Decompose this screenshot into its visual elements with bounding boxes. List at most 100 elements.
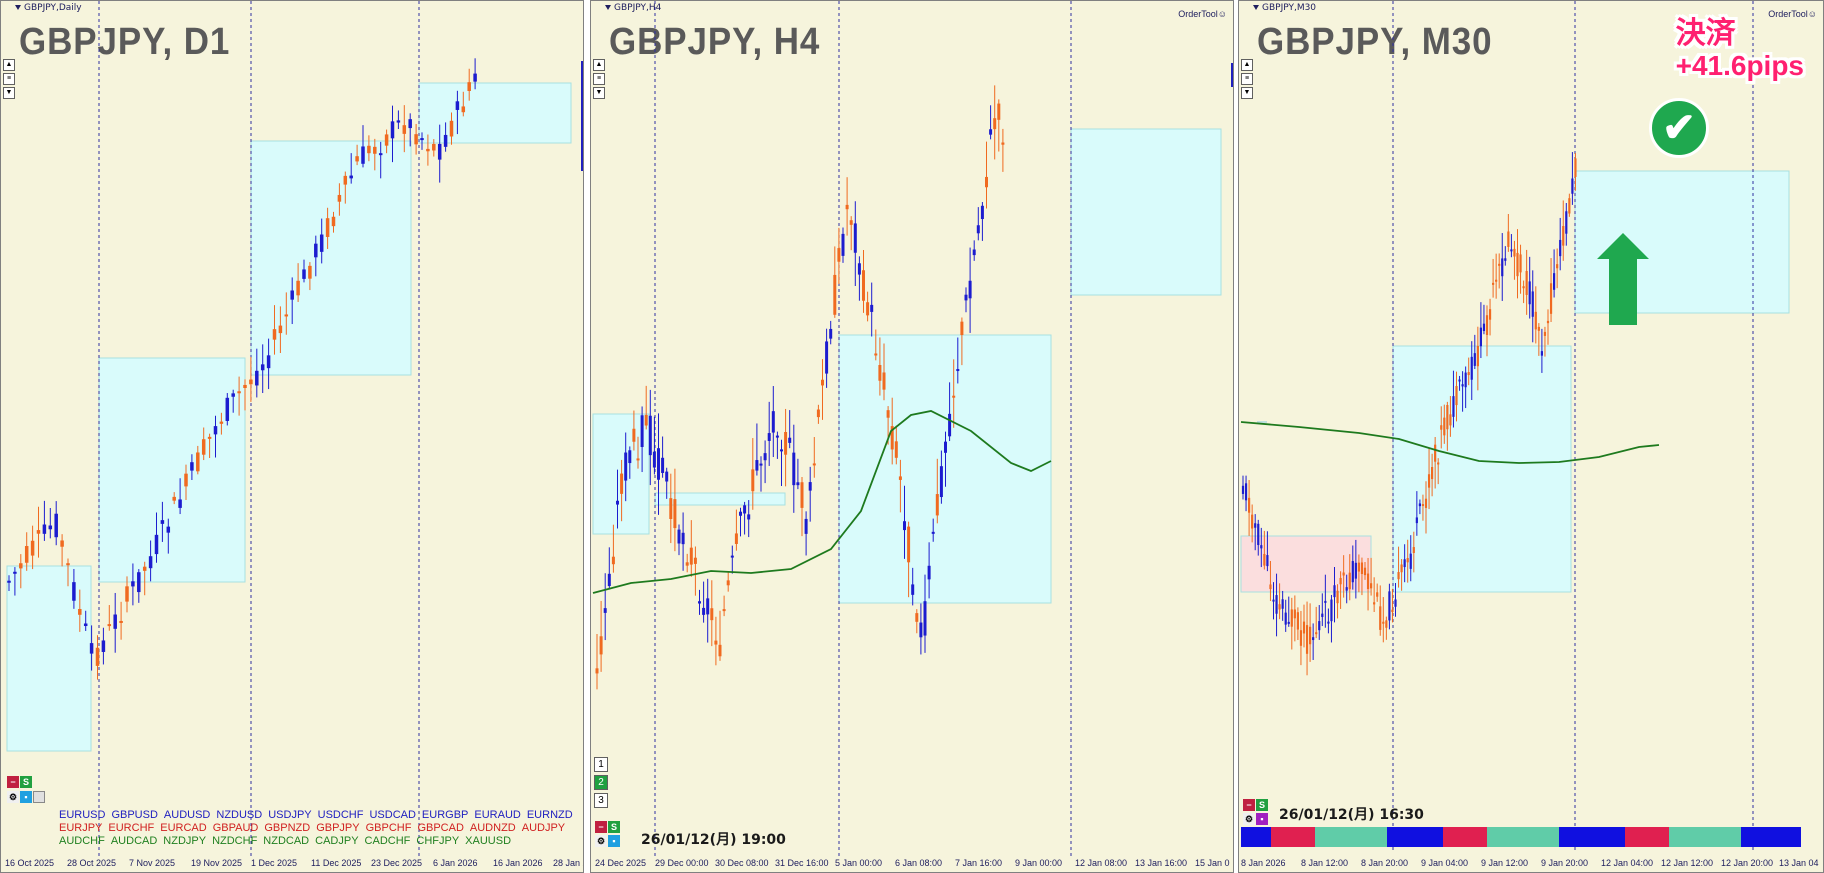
tool-buttons[interactable]: − S (1243, 799, 1268, 811)
tool-buttons-2[interactable]: ⚙ ▪ (1243, 813, 1268, 825)
candle-body (632, 428, 636, 442)
pair-link[interactable]: USDCAD (369, 809, 416, 821)
candle-body (829, 328, 833, 339)
minus-button[interactable]: − (7, 776, 19, 788)
chart-window-m30[interactable]: GBPJPY,M30 GBPJPY, M30 OrderTool☺ ▲ ≡ ▼ … (1238, 0, 1824, 873)
tool-buttons-2[interactable]: ⚙ ▪ (7, 791, 45, 803)
pair-link[interactable]: EURUSD (59, 809, 106, 821)
candle-body (808, 482, 812, 491)
pair-link[interactable]: GBPNZD (264, 822, 311, 834)
chart-scroll-controls[interactable]: ▲ ≡ ▼ (593, 59, 605, 101)
candle-body (125, 586, 129, 602)
pair-link[interactable]: NZDUSD (216, 809, 263, 821)
order-tool-label[interactable]: OrderTool☺ (1178, 9, 1227, 19)
x-axis-tick: 13 Jan 04 (1779, 858, 1819, 868)
gear-icon[interactable]: ⚙ (1243, 813, 1255, 825)
tf-button-1[interactable]: 1 (594, 757, 608, 772)
candle-body (473, 73, 477, 82)
chart-window-h4[interactable]: GBPJPY,H4 GBPJPY, H4 OrderTool☺ ▲ ≡ ▼ 1 … (590, 0, 1234, 873)
pair-link[interactable]: AUDCAD (110, 835, 158, 847)
color-icon[interactable]: ▪ (1256, 813, 1268, 825)
strength-segment (1387, 827, 1443, 847)
candle-body (956, 369, 960, 372)
candle-body (414, 134, 418, 145)
color-icon[interactable]: ▪ (20, 791, 32, 803)
arrow-up-icon[interactable]: ▲ (1241, 59, 1253, 71)
pair-link[interactable]: GBPJPY (316, 822, 360, 834)
candle-body (142, 566, 147, 571)
gear-icon[interactable]: ⚙ (7, 791, 19, 803)
s-button[interactable]: S (1256, 799, 1268, 811)
s-button[interactable]: S (20, 776, 32, 788)
scale-icon[interactable]: ≡ (1241, 73, 1253, 85)
price-chart[interactable] (1239, 1, 1824, 873)
chart-window-d1[interactable]: GBPJPY,Daily GBPJPY, D1 ▲ ≡ ▼ − S ⚙ ▪ EU… (0, 0, 584, 873)
pair-link[interactable]: NZDCHF (212, 835, 258, 847)
pair-link[interactable]: EURNZD (526, 809, 573, 821)
price-chart[interactable] (591, 1, 1234, 873)
pair-link[interactable]: CADJPY (315, 835, 359, 847)
pair-link[interactable]: CADCHF (364, 835, 411, 847)
arrow-up-icon[interactable]: ▲ (593, 59, 605, 71)
pair-link[interactable]: CHFJPY (416, 835, 460, 847)
pair-link[interactable]: AUDJPY (521, 822, 566, 834)
candle-body (722, 609, 726, 612)
candle-body (1376, 592, 1379, 597)
candle-body (1513, 248, 1516, 257)
tf-button-3[interactable]: 3 (594, 793, 608, 808)
candle-body (1248, 497, 1251, 513)
pair-link[interactable]: XAUUSD (465, 835, 512, 847)
pair-link[interactable]: GBPUSD (111, 809, 158, 821)
pair-link[interactable]: AUDCHF (59, 835, 105, 847)
candle-body (1299, 630, 1303, 646)
pair-link[interactable]: USDJPY (268, 809, 312, 821)
chart-scroll-controls[interactable]: ▲ ≡ ▼ (3, 59, 15, 101)
minus-button[interactable]: − (595, 821, 607, 833)
pair-link[interactable]: GBPCHF (365, 822, 412, 834)
blank-icon[interactable] (33, 791, 45, 803)
minus-button[interactable]: − (1243, 799, 1255, 811)
candle-body (964, 294, 968, 301)
tool-buttons-2[interactable]: ⚙ ▪ (595, 835, 620, 847)
arrow-up-icon[interactable]: ▲ (3, 59, 15, 71)
strength-segment (1669, 827, 1741, 847)
candle-body (1312, 637, 1315, 641)
pair-link[interactable]: EURCHF (108, 822, 155, 834)
pair-link[interactable]: AUDNZD (469, 822, 516, 834)
candle-body (890, 426, 894, 450)
pair-link[interactable]: GBPAUD (212, 822, 259, 834)
candle-body (759, 463, 763, 466)
pair-link[interactable]: AUDUSD (163, 809, 211, 821)
currency-pair-list[interactable]: EURUSD GBPUSD AUDUSD NZDUSD USDJPY USDCHF USDC… (59, 809, 579, 848)
pair-link[interactable]: GBPCAD (417, 822, 464, 834)
arrow-down-icon[interactable]: ▼ (593, 87, 605, 99)
candle-body (101, 640, 106, 652)
pair-link[interactable]: EURJPY (59, 822, 103, 834)
pair-link[interactable]: NZDCAD (263, 835, 310, 847)
scale-icon[interactable]: ≡ (593, 73, 605, 85)
tool-buttons[interactable]: − S (595, 821, 620, 833)
gear-icon[interactable]: ⚙ (595, 835, 607, 847)
pair-link[interactable]: EURCAD (160, 822, 207, 834)
color-icon[interactable]: ▪ (608, 835, 620, 847)
strength-segment (1559, 827, 1625, 847)
candle-body (960, 321, 964, 336)
price-chart[interactable] (1, 1, 584, 873)
scale-icon[interactable]: ≡ (3, 73, 15, 85)
tool-buttons[interactable]: − S (7, 776, 32, 788)
chart-scroll-controls[interactable]: ▲ ≡ ▼ (1241, 59, 1253, 101)
pair-link[interactable]: EURAUD (474, 809, 521, 821)
pair-link[interactable]: USDCHF (317, 809, 364, 821)
x-axis-tick: 7 Jan 16:00 (955, 858, 1003, 868)
range-box (1070, 128, 1222, 296)
arrow-down-icon[interactable]: ▼ (1241, 87, 1253, 99)
candle-body (821, 379, 824, 386)
candle-body (1412, 547, 1415, 553)
arrow-down-icon[interactable]: ▼ (3, 87, 15, 99)
pair-link[interactable]: EURGBP (421, 809, 469, 821)
pair-link[interactable]: NZDJPY (163, 835, 207, 847)
s-button[interactable]: S (608, 821, 620, 833)
range-box (1240, 535, 1372, 593)
order-tool-label[interactable]: OrderTool☺ (1768, 9, 1817, 19)
tf-button-2[interactable]: 2 (594, 775, 608, 790)
